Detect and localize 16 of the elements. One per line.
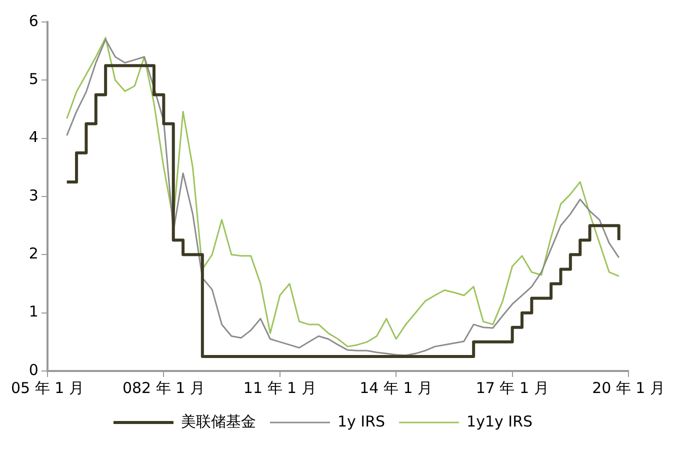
x-tick-label: 14 年 1 月 xyxy=(360,378,433,397)
y-tick-label: 3 xyxy=(28,186,38,204)
x-tick-label: 17 年 1 月 xyxy=(476,378,549,397)
y-tick-label: 1 xyxy=(28,302,38,321)
legend-label: 1y1y IRS xyxy=(466,412,533,430)
x-tick-label: 05 年 1 月 xyxy=(11,378,84,397)
y-tick-label: 5 xyxy=(28,70,38,88)
y-tick-label: 0 xyxy=(28,360,38,379)
x-tick-label: 20 年 1 月 xyxy=(592,378,665,397)
legend-label: 美联储基金 xyxy=(180,412,256,430)
legend-label: 1y IRS xyxy=(337,412,386,430)
y-tick-label: 2 xyxy=(28,244,38,263)
y-tick-label: 4 xyxy=(28,128,38,146)
y-tick-label: 6 xyxy=(28,12,38,30)
x-tick-label: 11 年 1 月 xyxy=(243,378,316,397)
x-tick-label: 082 年 1 月 xyxy=(122,378,205,397)
